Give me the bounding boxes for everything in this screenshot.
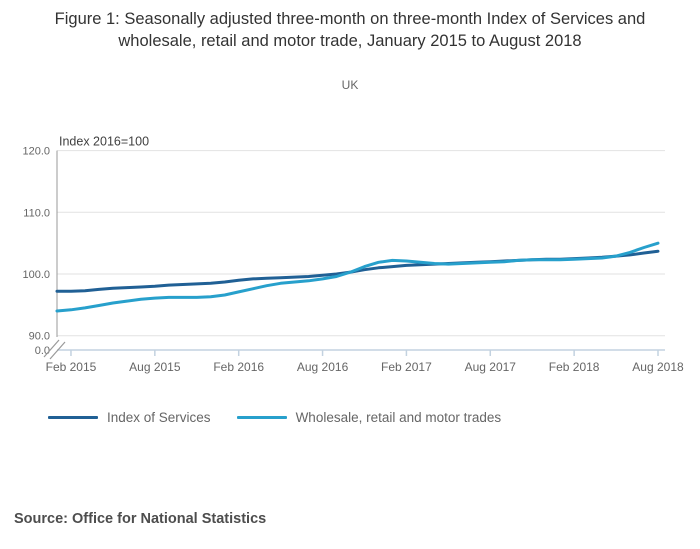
x-tick-label: Aug 2015 [129, 360, 181, 374]
y-axis-title: Index 2016=100 [59, 135, 149, 149]
y-tick-label: 120.0 [22, 146, 50, 158]
x-tick-label: Aug 2018 [632, 360, 684, 374]
source-text: Source: Office for National Statistics [14, 511, 267, 527]
legend-item-index-of-services: Index of Services [48, 410, 211, 425]
x-tick-label: Feb 2018 [549, 360, 600, 374]
figure-title: Figure 1: Seasonally adjusted three-mont… [54, 10, 646, 50]
legend: Index of Services Wholesale, retail and … [48, 410, 501, 425]
legend-item-wholesale-retail: Wholesale, retail and motor trades [236, 410, 502, 425]
axis-break-mark [49, 341, 66, 360]
legend-label: Wholesale, retail and motor trades [295, 410, 502, 425]
figure-subtitle: UK [341, 78, 359, 92]
legend-line-swatch-light [236, 416, 287, 419]
legend-line-swatch-dark [48, 416, 98, 419]
x-tick-label: Feb 2016 [213, 360, 264, 374]
axis-break-mark [43, 339, 60, 358]
y-axis-zero-label: 0.0 [35, 345, 50, 357]
series-line-1 [55, 241, 660, 313]
y-tick-label: 90.0 [29, 331, 50, 343]
x-tick-label: Feb 2015 [46, 360, 97, 374]
series-line-0 [55, 249, 660, 293]
x-tick-label: Feb 2017 [381, 360, 432, 374]
chart-svg: 120.0 110.0 100.0 90.0 0.0 Index 2016=100 Feb … [22, 135, 684, 374]
y-tick-label: 100.0 [22, 269, 50, 281]
x-tick-label: Aug 2016 [297, 360, 349, 374]
y-tick-label: 110.0 [23, 207, 50, 219]
x-tick-label: Aug 2017 [465, 360, 517, 374]
legend-label: Index of Services [107, 410, 211, 425]
